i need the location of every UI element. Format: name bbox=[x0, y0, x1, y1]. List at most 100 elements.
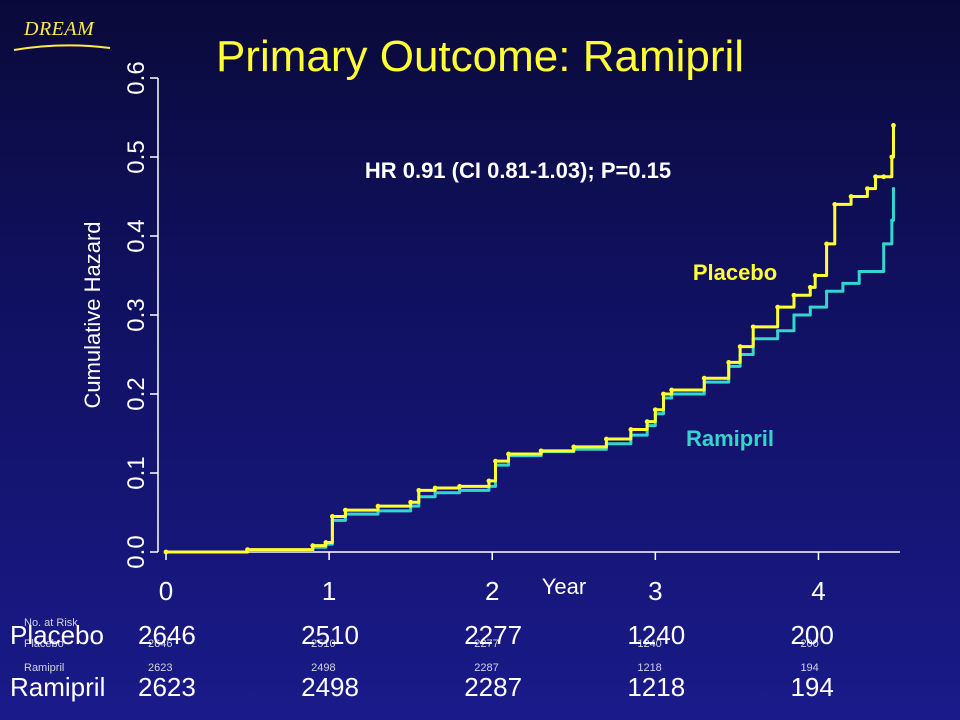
placebo-data-point bbox=[310, 543, 316, 549]
risk-small-cell: 194 bbox=[800, 662, 819, 674]
y-axis-label: Cumulative Hazard bbox=[80, 221, 105, 408]
placebo-data-point bbox=[750, 324, 756, 330]
y-tick-label: 0.1 bbox=[123, 456, 150, 489]
placebo-series-label: Placebo bbox=[693, 260, 777, 285]
y-tick-label: 0.5 bbox=[123, 140, 150, 173]
page-title: Primary Outcome: Ramipril bbox=[215, 32, 745, 81]
ramipril-data-point bbox=[882, 242, 886, 246]
risk-cell: 2277 bbox=[464, 620, 523, 650]
risk-cell: 1240 bbox=[627, 620, 686, 650]
y-tick-label: 0.4 bbox=[123, 219, 150, 252]
risk-row-ramipril: Ramipril 2623 2498 2287 1218 194 bbox=[0, 672, 960, 712]
risk-cell: 2623 bbox=[138, 672, 196, 702]
risk-small-cell: 1240 bbox=[637, 638, 662, 650]
risk-cell: 2498 bbox=[301, 672, 359, 702]
placebo-data-point bbox=[408, 499, 414, 505]
placebo-data-point bbox=[628, 427, 634, 432]
risk-row-small-label: Placebo bbox=[24, 638, 64, 650]
risk-cell: 1218 bbox=[627, 672, 686, 702]
placebo-data-point bbox=[807, 284, 813, 290]
placebo-data-point bbox=[812, 273, 818, 278]
placebo-data-point bbox=[604, 436, 609, 442]
x-axis-label: Year bbox=[542, 574, 586, 599]
placebo-data-point bbox=[864, 186, 870, 192]
ramipril-data-point bbox=[841, 281, 845, 285]
y-tick-label: 0.0 bbox=[123, 535, 150, 568]
ramipril-data-point bbox=[433, 491, 437, 495]
ramipril-data-point bbox=[857, 269, 861, 274]
ramipril-series-label: Ramipril bbox=[686, 426, 774, 451]
x-tick-label: 1 bbox=[322, 576, 336, 606]
placebo-data-point bbox=[881, 174, 887, 180]
risk-cell: 2510 bbox=[301, 620, 359, 650]
ramipril-data-point bbox=[890, 218, 894, 222]
y-tick-label: 0.2 bbox=[123, 377, 150, 410]
placebo-data-point bbox=[873, 174, 878, 180]
placebo-data-point bbox=[726, 360, 732, 365]
hazard-ratio-annotation: HR 0.91 (CI 0.81-1.03); P=0.15 bbox=[365, 158, 671, 183]
placebo-data-point bbox=[891, 123, 896, 128]
risk-small-cell: 1218 bbox=[637, 662, 662, 674]
placebo-data-point bbox=[329, 514, 335, 519]
placebo-data-point bbox=[661, 391, 666, 397]
ramipril-data-point bbox=[792, 313, 796, 317]
placebo-data-point bbox=[486, 478, 492, 484]
chart-series-layer bbox=[163, 123, 896, 555]
ramipril-data-point bbox=[891, 187, 896, 191]
placebo-data-point bbox=[245, 547, 250, 553]
logo-swoosh-icon bbox=[13, 44, 111, 51]
placebo-data-point bbox=[416, 487, 422, 493]
placebo-data-point bbox=[775, 304, 781, 310]
x-tick-label: 0 bbox=[159, 576, 173, 606]
ramipril-data-point bbox=[776, 329, 780, 333]
x-tick-label: 2 bbox=[485, 576, 499, 606]
placebo-series-line bbox=[166, 125, 895, 554]
risk-small-cell: 2287 bbox=[474, 662, 499, 674]
risk-small-cell: 2277 bbox=[474, 638, 499, 650]
risk-small-cell: 2623 bbox=[148, 662, 173, 674]
risk-table-header: No. at Risk bbox=[24, 617, 78, 629]
placebo-data-point bbox=[163, 549, 169, 555]
placebo-data-point bbox=[571, 444, 577, 450]
y-tick-label: 0.6 bbox=[123, 61, 150, 94]
logo: DREAM bbox=[24, 18, 95, 40]
risk-small-cell: 2510 bbox=[311, 638, 336, 650]
placebo-data-point bbox=[824, 241, 829, 247]
placebo-data-point bbox=[737, 344, 743, 349]
placebo-data-point bbox=[848, 194, 854, 199]
chart: 0 1 2 3 4 0.0 0.1 0.2 0.3 0.4 0.5 0.6 HR 0.91 (CI 0… bbox=[80, 61, 900, 606]
risk-row-placebo: Placebo 2646 2510 2277 1240 200 bbox=[0, 620, 960, 660]
risk-cell: 194 bbox=[790, 672, 834, 702]
placebo-data-point bbox=[652, 407, 658, 413]
chart-axes: 0 1 2 3 4 0.0 0.1 0.2 0.3 0.4 0.5 0.6 bbox=[123, 61, 900, 606]
risk-cell: 2287 bbox=[464, 672, 523, 702]
ramipril-data-point bbox=[873, 269, 878, 274]
placebo-data-point bbox=[493, 458, 498, 464]
x-tick-label: 3 bbox=[648, 576, 662, 606]
placebo-data-point bbox=[506, 451, 511, 457]
ramipril-data-point bbox=[825, 289, 829, 293]
ramipril-data-point bbox=[808, 305, 812, 309]
ramipril-series-line bbox=[166, 188, 895, 554]
placebo-data-point bbox=[889, 154, 895, 160]
risk-row-label: Ramipril bbox=[10, 672, 106, 702]
risk-row-label: Placebo bbox=[10, 620, 104, 650]
placebo-data-point bbox=[644, 419, 650, 425]
risk-row-small-label: Ramipril bbox=[24, 662, 65, 674]
risk-cell: 200 bbox=[790, 620, 834, 650]
placebo-data-point bbox=[701, 375, 707, 381]
placebo-data-point bbox=[375, 503, 381, 509]
placebo-data-point bbox=[669, 387, 675, 393]
x-tick-label: 4 bbox=[811, 576, 825, 606]
risk-small-cell: 200 bbox=[800, 638, 819, 650]
risk-cell: 2646 bbox=[138, 620, 196, 650]
placebo-data-point bbox=[791, 292, 797, 298]
ramipril-data-point bbox=[458, 488, 462, 492]
placebo-data-point bbox=[432, 485, 438, 491]
placebo-data-point bbox=[832, 202, 838, 207]
y-tick-label: 0.3 bbox=[123, 298, 150, 331]
risk-small-cell: 2646 bbox=[148, 638, 173, 650]
risk-small-cell: 2498 bbox=[311, 662, 336, 674]
placebo-data-point bbox=[538, 448, 544, 454]
placebo-data-point bbox=[323, 540, 329, 545]
